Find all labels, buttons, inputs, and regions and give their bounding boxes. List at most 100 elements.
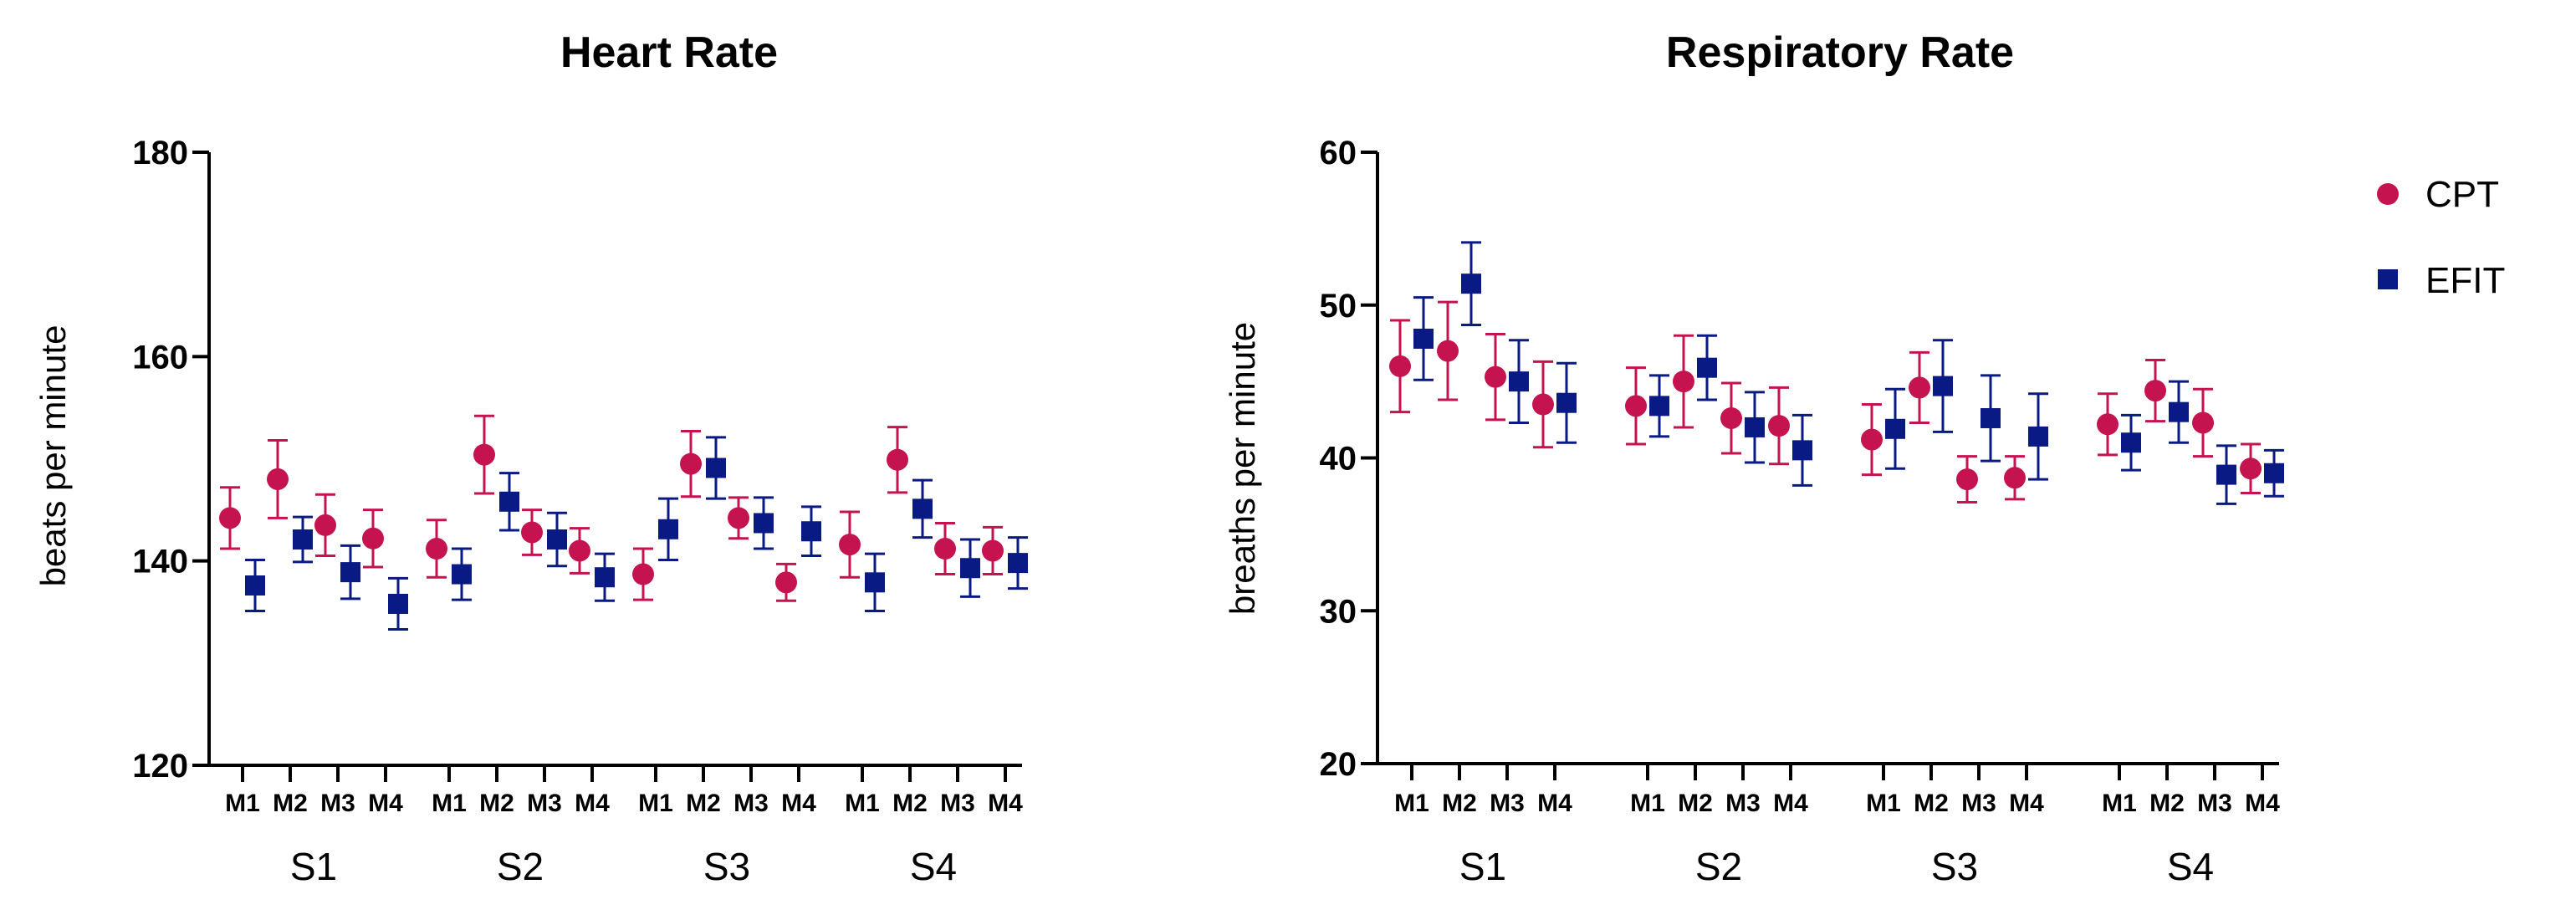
respiratory-rate-y-tick-label: 30 — [1320, 593, 1357, 630]
cpt-marker — [632, 563, 654, 585]
respiratory-rate-x-tick-label: M2 — [1678, 790, 1713, 817]
respiratory-rate-x-tick-label: M2 — [1914, 790, 1949, 817]
efit-marker — [595, 567, 615, 588]
respiratory-rate-efit-point-S2-M4 — [1792, 413, 1812, 487]
heart-rate-x-tick-label: M3 — [320, 790, 355, 817]
cpt-marker — [2004, 467, 2026, 489]
efit-marker — [388, 593, 408, 614]
heart-rate-group-label: S4 — [910, 845, 957, 888]
respiratory-rate-efit-point-S1-M1 — [1413, 296, 1434, 381]
efit-marker — [1413, 328, 1434, 349]
cpt-marker — [1625, 395, 1647, 417]
respiratory-rate-x-tick-label: M1 — [2102, 790, 2137, 817]
heart-rate-group-label: S2 — [497, 845, 544, 888]
respiratory-rate-cpt-point-S3-M2 — [1909, 350, 1930, 424]
heart-rate-x-tick-label: M1 — [225, 790, 260, 817]
cpt-marker — [426, 538, 447, 560]
respiratory-rate-efit-point-S1-M2 — [1461, 241, 1481, 327]
respiratory-rate-x-tick-label: M1 — [1630, 790, 1665, 817]
heart-rate-cpt-point-S3-M4 — [775, 562, 797, 602]
heart-rate-x-tick-label: M2 — [892, 790, 928, 817]
efit-marker — [2264, 463, 2284, 483]
heart-rate-x-tick-label: M1 — [432, 790, 467, 817]
cpt-marker — [1437, 340, 1459, 362]
legend-efit-marker — [2378, 269, 2398, 289]
respiratory-rate-x-tick-label: M1 — [1866, 790, 1901, 817]
cpt-marker — [1768, 415, 1790, 437]
respiratory-rate-x-tick-label: M2 — [2149, 790, 2185, 817]
respiratory-rate-chart: Respiratory Rate breaths per minute 20 30… — [1223, 28, 2284, 888]
respiratory-rate-data-marks — [1389, 241, 2284, 505]
efit-marker — [1697, 357, 1717, 378]
heart-rate-efit-point-S2-M2 — [499, 472, 519, 532]
efit-marker — [1933, 376, 1953, 396]
heart-rate-y-tick-label: 120 — [132, 748, 188, 785]
heart-rate-efit-point-S3-M3 — [754, 496, 774, 550]
efit-marker — [2169, 401, 2189, 422]
respiratory-rate-y-tick-label: 60 — [1320, 135, 1357, 171]
respiratory-rate-efit-point-S2-M2 — [1697, 334, 1717, 401]
efit-marker — [245, 575, 265, 596]
heart-rate-cpt-point-S4-M4 — [982, 525, 1004, 576]
heart-rate-cpt-point-S3-M1 — [632, 547, 654, 601]
cpt-marker — [680, 452, 702, 475]
respiratory-rate-efit-point-S2-M3 — [1745, 391, 1765, 464]
cpt-marker — [1861, 428, 1883, 451]
efit-marker — [706, 458, 726, 478]
respiratory-rate-efit-point-S1-M4 — [1556, 361, 1577, 444]
heart-rate-efit-point-S4-M3 — [960, 538, 980, 598]
heart-rate-data-marks — [219, 414, 1028, 631]
cpt-marker — [2144, 380, 2166, 402]
heart-rate-cpt-point-S1-M4 — [362, 509, 384, 569]
heart-rate-efit-point-S4-M2 — [912, 478, 933, 539]
cpt-marker — [1956, 468, 1978, 491]
heart-rate-cpt-point-S4-M1 — [839, 510, 861, 579]
respiratory-rate-cpt-point-S2-M4 — [1768, 386, 1790, 466]
efit-marker — [2216, 464, 2236, 485]
efit-marker — [499, 491, 519, 512]
heart-rate-cpt-point-S1-M1 — [219, 486, 241, 550]
respiratory-rate-efit-point-S4-M3 — [2216, 444, 2236, 505]
respiratory-rate-y-tick-label: 40 — [1320, 441, 1357, 478]
efit-marker — [2028, 426, 2048, 447]
respiratory-rate-cpt-point-S4-M1 — [2097, 392, 2119, 457]
heart-rate-x-tick-label: M4 — [988, 790, 1023, 817]
heart-rate-efit-point-S4-M1 — [865, 552, 885, 613]
heart-rate-efit-point-S3-M1 — [658, 497, 678, 561]
efit-marker — [1981, 407, 2001, 428]
heart-rate-x-tick-label: M2 — [273, 790, 308, 817]
respiratory-rate-group-label: S3 — [1931, 845, 1978, 888]
heart-rate-efit-point-S3-M2 — [706, 436, 726, 500]
heart-rate-x-tick-label: M4 — [575, 790, 610, 817]
heart-rate-efit-point-S2-M1 — [452, 547, 472, 601]
efit-marker — [1509, 371, 1529, 392]
heart-rate-cpt-point-S1-M2 — [267, 439, 289, 519]
efit-marker — [1008, 553, 1028, 574]
efit-marker — [2121, 432, 2141, 453]
respiratory-rate-group-label: S4 — [2167, 845, 2214, 888]
respiratory-rate-cpt-point-S2-M3 — [1720, 381, 1742, 455]
efit-marker — [1461, 273, 1481, 294]
cpt-marker — [267, 468, 289, 490]
respiratory-rate-x-tick-label: M4 — [2009, 790, 2044, 817]
respiratory-rate-efit-point-S3-M2 — [1933, 339, 1953, 433]
respiratory-rate-efit-point-S4-M4 — [2264, 448, 2284, 498]
efit-marker — [1885, 418, 1905, 439]
legend-cpt-marker — [2377, 183, 2399, 205]
respiratory-rate-cpt-point-S1-M2 — [1437, 300, 1459, 401]
efit-marker — [340, 562, 360, 583]
cpt-marker — [887, 448, 908, 471]
heart-rate-group-label: S1 — [290, 845, 337, 888]
heart-rate-x-tick-label: M3 — [940, 790, 975, 817]
respiratory-rate-title: Respiratory Rate — [1666, 28, 2014, 77]
cpt-marker — [1532, 393, 1554, 416]
heart-rate-efit-point-S4-M4 — [1008, 536, 1028, 590]
heart-rate-efit-point-S1-M4 — [388, 576, 408, 631]
respiratory-rate-efit-point-S2-M1 — [1649, 374, 1669, 438]
cpt-marker — [362, 527, 384, 550]
respiratory-rate-y-axis-label: breaths per minute — [1223, 322, 1262, 615]
heart-rate-cpt-point-S4-M2 — [887, 426, 908, 494]
respiratory-rate-x-tick-label: M4 — [1537, 790, 1572, 817]
respiratory-rate-cpt-point-S1-M4 — [1532, 360, 1554, 449]
cpt-marker — [1485, 365, 1506, 388]
